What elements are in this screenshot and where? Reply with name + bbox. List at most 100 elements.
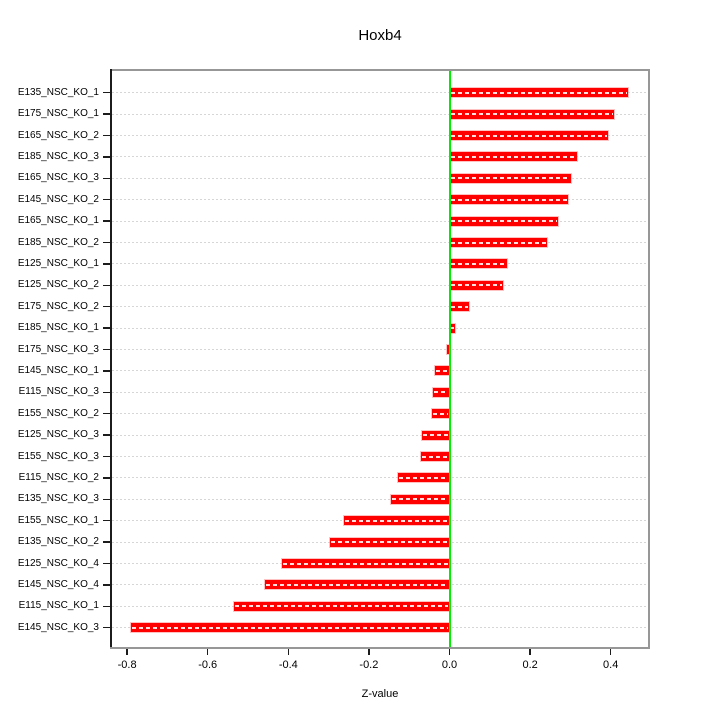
x-tick [368, 649, 370, 655]
bar-dash-overlay [450, 241, 547, 244]
gridline [112, 434, 648, 436]
gridline [112, 349, 648, 350]
y-tick [103, 626, 110, 629]
y-axis-label: E175_NSC_KO_3 [17, 343, 99, 355]
y-tick [103, 370, 110, 372]
bar-dash-overlay [423, 434, 449, 437]
x-tick [609, 649, 612, 655]
y-axis-label: E115_NSC_KO_2 [18, 471, 99, 483]
bar [422, 430, 450, 440]
x-tick [206, 649, 209, 655]
gridline [112, 220, 648, 222]
y-tick [103, 455, 110, 458]
y-tick [103, 605, 110, 608]
bar [449, 216, 559, 226]
bar-dash-overlay [450, 305, 468, 308]
bar [449, 280, 504, 290]
x-tick-label: -0.6 [198, 659, 218, 671]
gridline [112, 156, 648, 158]
y-axis-label: E135_NSC_KO_1 [17, 86, 99, 98]
bar [391, 494, 450, 504]
y-tick [103, 412, 110, 415]
y-axis-label: E125_NSC_KO_2 [17, 279, 99, 291]
bar-dash-overlay [344, 519, 449, 522]
bar-dash-overlay [450, 113, 614, 116]
bar [447, 345, 450, 354]
y-tick [103, 434, 110, 436]
bar [343, 516, 450, 526]
y-axis-label: E185_NSC_KO_1 [17, 322, 99, 334]
bar-dash-overlay [433, 391, 449, 394]
bar [449, 131, 609, 140]
bar [420, 452, 450, 461]
y-axis-label: E115_NSC_KO_3 [18, 386, 99, 398]
y-tick [103, 284, 110, 287]
gridline [112, 113, 648, 115]
gridline [112, 306, 648, 308]
bar [449, 173, 572, 183]
bar-dash-overlay [392, 498, 449, 501]
y-tick [103, 177, 110, 180]
y-tick [103, 241, 110, 244]
bar [233, 601, 450, 611]
bar [281, 559, 450, 568]
bar-dash-overlay [265, 583, 449, 586]
x-tick-label: 0.4 [603, 659, 619, 671]
bar [330, 537, 450, 547]
zero-reference-line [448, 71, 451, 647]
y-tick [103, 391, 110, 394]
y-axis-label: E175_NSC_KO_2 [17, 300, 99, 312]
y-axis-label: E145_NSC_KO_1 [17, 364, 99, 376]
gridline [112, 477, 648, 479]
bar-dash-overlay [282, 562, 449, 565]
chart-title: Hoxb4 [358, 27, 402, 44]
y-axis-label: E155_NSC_KO_3 [17, 450, 99, 462]
y-tick [103, 584, 110, 586]
bar-dash-overlay [132, 626, 449, 629]
y-axis-label: E125_NSC_KO_3 [17, 429, 99, 441]
bar-dash-overlay [450, 262, 507, 265]
y-axis-label: E125_NSC_KO_1 [17, 257, 99, 269]
y-axis-label: E165_NSC_KO_2 [17, 129, 99, 141]
y-axis-label: E155_NSC_KO_1 [17, 514, 99, 526]
x-tick [126, 649, 128, 655]
bar-dash-overlay [450, 284, 503, 287]
y-axis-label: E145_NSC_KO_3 [17, 621, 99, 633]
y-axis-label: E175_NSC_KO_1 [17, 108, 99, 120]
bar-dash-overlay [450, 134, 608, 137]
y-tick [103, 498, 110, 501]
gridline [112, 177, 648, 179]
x-tick [529, 649, 531, 655]
bar-dash-overlay [234, 605, 449, 608]
y-tick [103, 477, 110, 479]
bar [397, 473, 450, 483]
gridline [112, 391, 648, 393]
gridline [112, 263, 648, 265]
plot-area [110, 69, 650, 649]
bar [131, 623, 450, 633]
gridline [112, 199, 648, 201]
x-tick-label: 0.0 [441, 659, 458, 671]
bar [449, 238, 548, 247]
bar-dash-overlay [450, 177, 571, 180]
bar-dash-overlay [421, 455, 449, 458]
gridline [112, 327, 648, 329]
y-tick [103, 562, 110, 565]
bar [435, 366, 450, 376]
bar-dash-overlay [450, 198, 568, 201]
y-tick [103, 519, 110, 522]
bar [449, 323, 456, 333]
x-tick [287, 649, 290, 655]
bar-dash-overlay [436, 369, 449, 372]
y-axis-label: E135_NSC_KO_3 [17, 493, 99, 505]
y-axis-label: E185_NSC_KO_3 [17, 150, 99, 162]
bar-dash-overlay [331, 541, 449, 544]
gridline [112, 92, 648, 94]
bar-dash-overlay [450, 220, 558, 223]
bar [449, 259, 508, 269]
x-tick-label: 0.2 [522, 659, 538, 671]
gridline [112, 413, 648, 415]
y-axis-label: E115_NSC_KO_1 [18, 600, 99, 612]
bar-dash-overlay [450, 327, 455, 330]
